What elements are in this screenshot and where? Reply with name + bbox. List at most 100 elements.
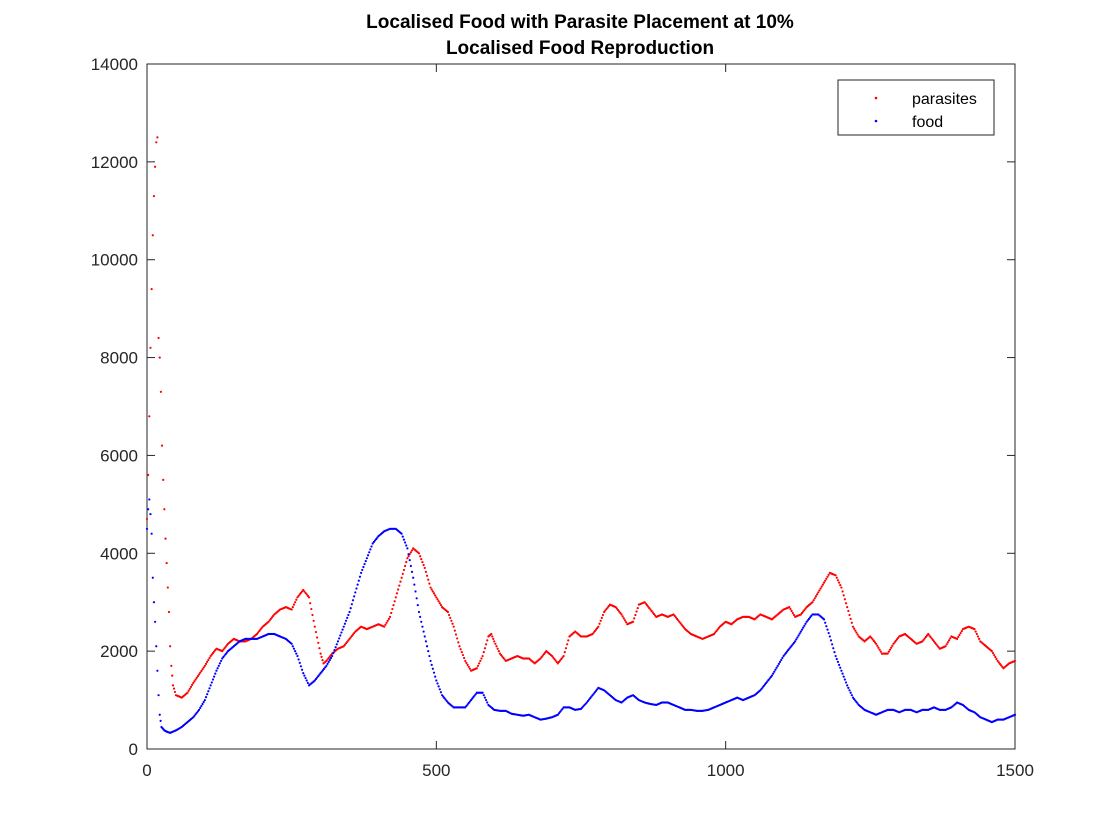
parasites-point	[991, 652, 995, 655]
food-point	[829, 639, 833, 642]
food-point	[428, 654, 431, 658]
parasites-point	[167, 610, 171, 614]
legend-label-parasites: parasites	[912, 91, 977, 108]
parasites-point	[848, 613, 851, 617]
y-tick-label: 8000	[100, 349, 138, 368]
food-point	[150, 532, 153, 535]
food-point	[436, 682, 439, 685]
parasites-point	[388, 615, 392, 618]
food-point	[403, 541, 407, 544]
ticks: 0 500 1000 1500 0 2000 4000 6000 8000 10000 12000 1…	[91, 55, 1034, 780]
y-tick-label: 10000	[91, 251, 138, 270]
parasites-point	[822, 581, 826, 584]
food-point	[593, 691, 596, 694]
food-point	[412, 576, 415, 579]
parasites-point	[601, 613, 605, 617]
food-point	[152, 601, 156, 604]
food-point	[445, 699, 448, 703]
food-point	[156, 669, 159, 672]
parasites-point	[978, 637, 981, 641]
parasites-point	[409, 551, 412, 554]
parasites-point	[816, 593, 819, 596]
parasites-point	[653, 614, 657, 617]
parasites-point	[715, 629, 718, 633]
parasites-point	[840, 586, 843, 589]
food-point	[409, 564, 412, 568]
food-point	[350, 603, 353, 606]
parasites-point	[454, 633, 458, 636]
parasites-point	[385, 621, 388, 624]
parasites-point	[975, 632, 978, 636]
parasites-point	[993, 653, 996, 657]
parasites-point	[257, 631, 260, 634]
parasites-point	[312, 619, 315, 622]
parasites-point	[567, 639, 570, 642]
food-point	[467, 701, 470, 705]
parasites-point	[465, 661, 468, 664]
parasites-point	[994, 655, 997, 659]
food-point	[762, 684, 765, 687]
parasites-point	[391, 607, 394, 611]
parasites-point	[674, 616, 678, 619]
parasites-point	[496, 647, 499, 650]
food-point	[292, 647, 296, 650]
parasites-point	[318, 647, 321, 650]
parasites-point	[317, 641, 320, 644]
parasites-point	[990, 650, 993, 653]
food-point	[354, 591, 357, 594]
parasites-point	[483, 647, 487, 650]
food-point	[324, 666, 327, 669]
food-point	[332, 652, 335, 655]
food-point	[319, 672, 322, 675]
parasites-point	[847, 609, 850, 613]
food-point	[211, 678, 215, 681]
y-tick-label: 12000	[91, 153, 138, 172]
parasites-point	[821, 583, 824, 586]
food-point	[366, 554, 370, 557]
parasites-point	[451, 622, 454, 625]
parasites-point	[447, 613, 451, 617]
parasites-point	[346, 640, 349, 643]
parasites-point	[427, 578, 430, 581]
plot-frame	[146, 63, 1016, 750]
food-point	[441, 694, 444, 697]
food-point	[472, 696, 475, 699]
parasites-point	[200, 669, 203, 673]
parasites-point	[456, 637, 459, 640]
parasites-point	[844, 602, 848, 605]
food-point	[369, 548, 372, 551]
parasites-point	[270, 616, 274, 619]
food-point	[361, 568, 364, 572]
food-point	[329, 656, 333, 660]
food-point	[318, 673, 321, 676]
food-point	[325, 664, 328, 667]
food-point	[356, 583, 359, 586]
food-point	[435, 679, 438, 682]
parasites-point	[812, 599, 815, 602]
parasites-point	[210, 653, 213, 656]
food-point	[193, 714, 196, 717]
parasites-point	[343, 643, 346, 646]
y-tick-label: 6000	[100, 446, 138, 465]
food-point	[422, 630, 425, 633]
food-point	[351, 599, 355, 602]
food-point	[346, 616, 349, 619]
food-point	[194, 713, 197, 716]
food-point	[766, 680, 769, 683]
food-point	[154, 620, 157, 623]
food-point	[556, 713, 559, 716]
food-point	[223, 654, 226, 657]
x-tick-label: 0	[142, 761, 151, 780]
parasites-point	[436, 598, 439, 601]
legend-box	[837, 79, 995, 136]
x-tick-label: 500	[422, 761, 450, 780]
parasites-point	[854, 629, 857, 632]
parasites-point	[405, 560, 408, 564]
parasites-point	[450, 619, 453, 622]
parasites-point	[935, 643, 938, 646]
food-point	[804, 622, 807, 625]
food-point	[837, 663, 841, 666]
parasites-point	[193, 680, 196, 683]
parasites-point	[434, 594, 437, 597]
food-point	[794, 640, 797, 643]
